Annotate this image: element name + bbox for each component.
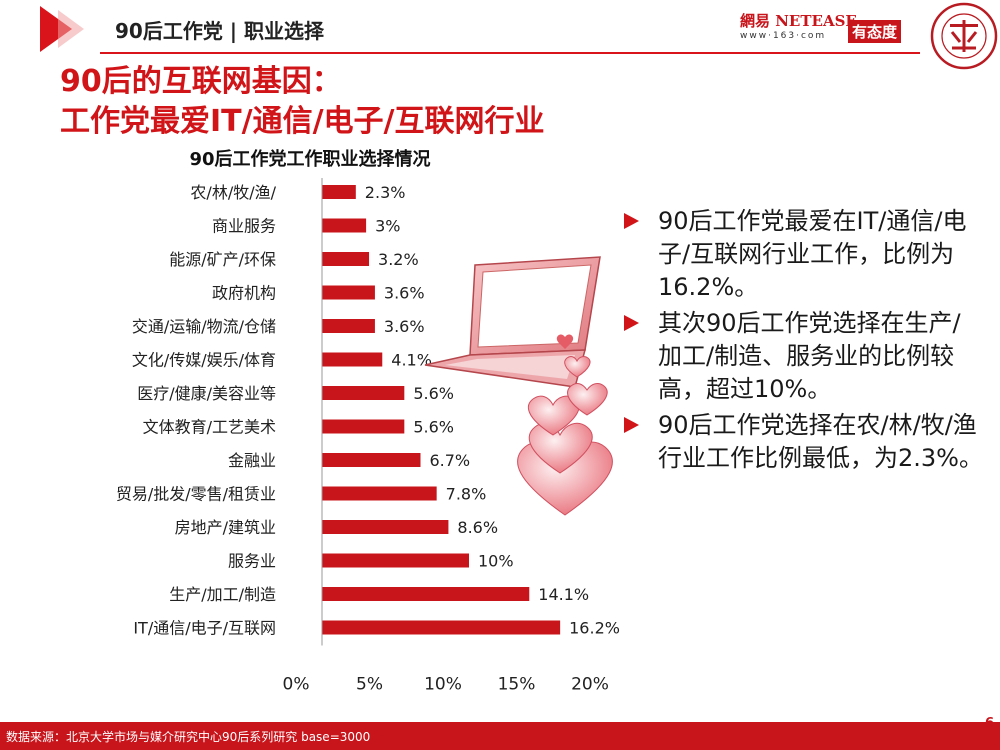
bar: [322, 386, 405, 400]
value-label: 3%: [375, 217, 400, 236]
insight-item: 90后工作党选择在农/林/牧/渔行业工作比例最低，为2.3%。: [624, 409, 984, 475]
bar-chart: 90后工作党工作职业选择情况 农/林/牧/渔/2.3% 商业服务 3% 能源/矿产/环…: [116, 148, 620, 695]
x-tick-label: 20%: [571, 675, 609, 695]
peking-university-seal-icon: [930, 2, 998, 70]
x-tick-label: 5%: [356, 675, 383, 695]
bar: [322, 319, 375, 333]
x-tick-label: 15%: [498, 675, 536, 695]
category-label: 贸易/批发/零售/租赁业: [116, 485, 276, 504]
value-label: 8.6%: [457, 518, 498, 537]
value-label: 14.1%: [538, 585, 589, 604]
x-tick-label: 10%: [424, 675, 462, 695]
value-label: 3.6%: [384, 317, 425, 336]
page-number: 6: [985, 716, 995, 731]
slide-headline: 90后的互联网基因： 工作党最爱IT/通信/电子/互联网行业: [60, 62, 545, 142]
bar: [322, 620, 561, 635]
value-label: 7.8%: [446, 485, 487, 504]
insight-item: 90后工作党最爱在IT/通信/电子/互联网行业工作，比例为16.2%。: [624, 205, 984, 304]
insight-text: 90后工作党最爱在IT/通信/电子/互联网行业工作，比例为16.2%。: [658, 207, 967, 301]
section-label: 90后工作党 | 职业选择: [115, 19, 325, 43]
bar: [322, 553, 469, 568]
value-label: 3.6%: [384, 284, 425, 303]
triangle-decoration-light-icon: [58, 10, 84, 48]
youtaidu-logo: 有态度: [848, 20, 902, 43]
value-label: 4.1%: [391, 351, 432, 370]
data-source-note: 数据来源：北京大学市场与媒介研究中心90后系列研究 base=3000: [6, 730, 371, 744]
bar: [322, 352, 383, 367]
bullet-arrow-icon: [624, 315, 639, 331]
category-label: 能源/矿产/环保: [169, 250, 276, 269]
laptop-illustration-icon: [424, 256, 601, 388]
category-label: 服务业: [228, 552, 276, 571]
category-label: 文化/传媒/娱乐/体育: [132, 351, 276, 370]
netease-url: www·163·com: [740, 31, 827, 41]
bar: [322, 185, 356, 199]
bar: [322, 587, 530, 601]
header-divider: [100, 52, 920, 54]
insight-text: 90后工作党选择在农/林/牧/渔行业工作比例最低，为2.3%。: [658, 411, 983, 472]
category-label: 政府机构: [212, 284, 276, 303]
insight-text: 其次90后工作党选择在生产/加工/制造、服务业的比例较高，超过10%。: [658, 309, 961, 403]
headline-line-1: 90后的互联网基因：: [60, 64, 342, 99]
bar: [322, 419, 405, 434]
value-label: 5.6%: [413, 384, 454, 403]
chart-title: 90后工作党工作职业选择情况: [189, 148, 430, 170]
netease-logo: 網易 NETEASE: [740, 12, 857, 30]
bar: [322, 486, 437, 501]
x-tick-label: 0%: [283, 675, 310, 695]
footer-bar: 数据来源：北京大学市场与媒介研究中心90后系列研究 base=3000: [0, 722, 1000, 750]
bar: [322, 453, 421, 467]
bar: [322, 252, 370, 266]
value-label: 2.3%: [365, 183, 406, 202]
value-label: 3.2%: [378, 250, 419, 269]
bar: [322, 520, 449, 534]
value-label: 10%: [478, 552, 514, 571]
bullet-arrow-icon: [624, 213, 639, 229]
category-label: IT/通信/电子/互联网: [133, 619, 276, 638]
headline-line-2: 工作党最爱IT/通信/电子/互联网行业: [60, 104, 545, 139]
bar: [322, 285, 375, 300]
category-label: 交通/运输/物流/仓储: [132, 317, 276, 336]
category-label: 房地产/建筑业: [175, 518, 276, 537]
category-label: 农/林/牧/渔/: [190, 183, 276, 202]
category-label: 文体教育/工艺美术: [143, 418, 276, 437]
value-label: 6.7%: [429, 451, 470, 470]
bullet-arrow-icon: [624, 417, 639, 433]
category-label: 医疗/健康/美容业等: [137, 384, 276, 403]
category-label: 商业服务: [212, 217, 276, 236]
value-label: 16.2%: [569, 619, 620, 638]
bar: [322, 218, 367, 233]
header-bar: 90后工作党 | 职业选择 網易 NETEASE www·163·com 有态度: [0, 0, 1000, 70]
category-label: 生产/加工/制造: [169, 585, 276, 604]
category-label: 金融业: [228, 451, 276, 470]
hearts-decoration-icon: [517, 356, 613, 516]
insight-item: 其次90后工作党选择在生产/加工/制造、服务业的比例较高，超过10%。: [624, 307, 984, 406]
value-label: 5.6%: [413, 418, 454, 437]
insights-list: 90后工作党最爱在IT/通信/电子/互联网行业工作，比例为16.2%。 其次90…: [624, 205, 984, 478]
